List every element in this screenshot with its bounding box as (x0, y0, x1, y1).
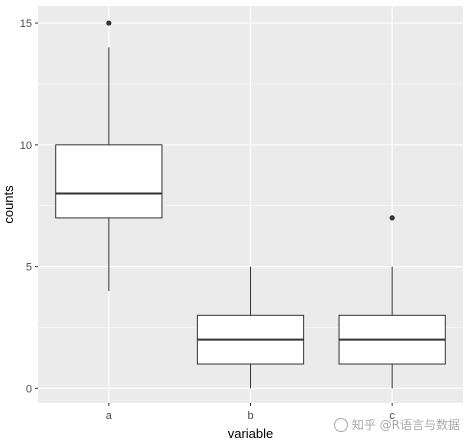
outlier-point (389, 215, 395, 221)
x-axis: a b c (106, 403, 395, 422)
y-tick-label: 0 (26, 383, 32, 395)
boxes-layer (55, 20, 446, 389)
y-tick-label: 10 (20, 140, 32, 152)
x-tick-label: c (389, 410, 395, 422)
x-axis-title: variable (228, 426, 274, 441)
zhihu-logo-icon (333, 417, 348, 432)
x-tick-label: b (247, 410, 253, 422)
box-c (338, 215, 446, 389)
box-b (196, 266, 305, 389)
watermark: 知乎 @R语言与数据 (333, 416, 460, 433)
box-a (55, 20, 163, 291)
y-axis: 0 5 10 15 (20, 18, 38, 395)
watermark-text: 知乎 @R语言与数据 (351, 418, 460, 432)
y-axis-title: counts (1, 185, 16, 224)
outlier-point (106, 20, 112, 26)
y-tick-label: 15 (20, 18, 32, 30)
x-tick-label: a (106, 410, 113, 422)
y-tick-label: 5 (26, 262, 32, 274)
box-iqr (55, 144, 163, 219)
